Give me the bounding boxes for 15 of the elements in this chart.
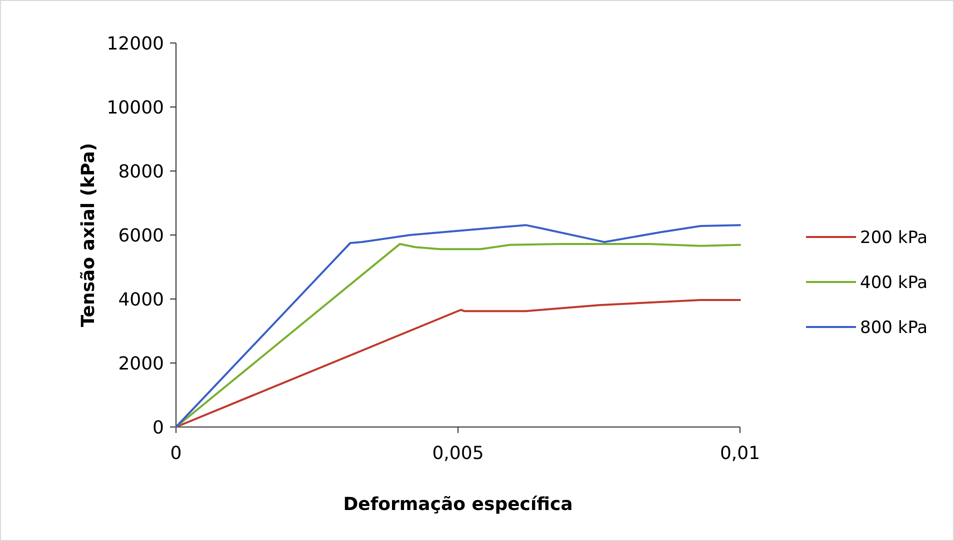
x-tick-label: 0 [170,443,182,464]
legend-label: 200 kPa [860,228,928,248]
y-axis-title: Tensão axial (kPa) [78,142,99,328]
x-axis-title: Deformação específica [343,494,573,515]
y-tick-label: 10000 [106,97,164,118]
y-tick-label: 4000 [118,289,164,310]
y-tick-label: 2000 [118,353,164,374]
legend-label: 800 kPa [860,318,928,338]
y-tick-label: 0 [152,417,164,438]
x-tick-label: 0,005 [432,443,484,464]
legend-label: 400 kPa [860,272,928,293]
y-tick-label: 12000 [106,33,164,54]
x-tick-label: 0,01 [720,443,760,464]
y-tick-label: 8000 [118,161,164,182]
y-tick-label: 6000 [118,225,164,246]
